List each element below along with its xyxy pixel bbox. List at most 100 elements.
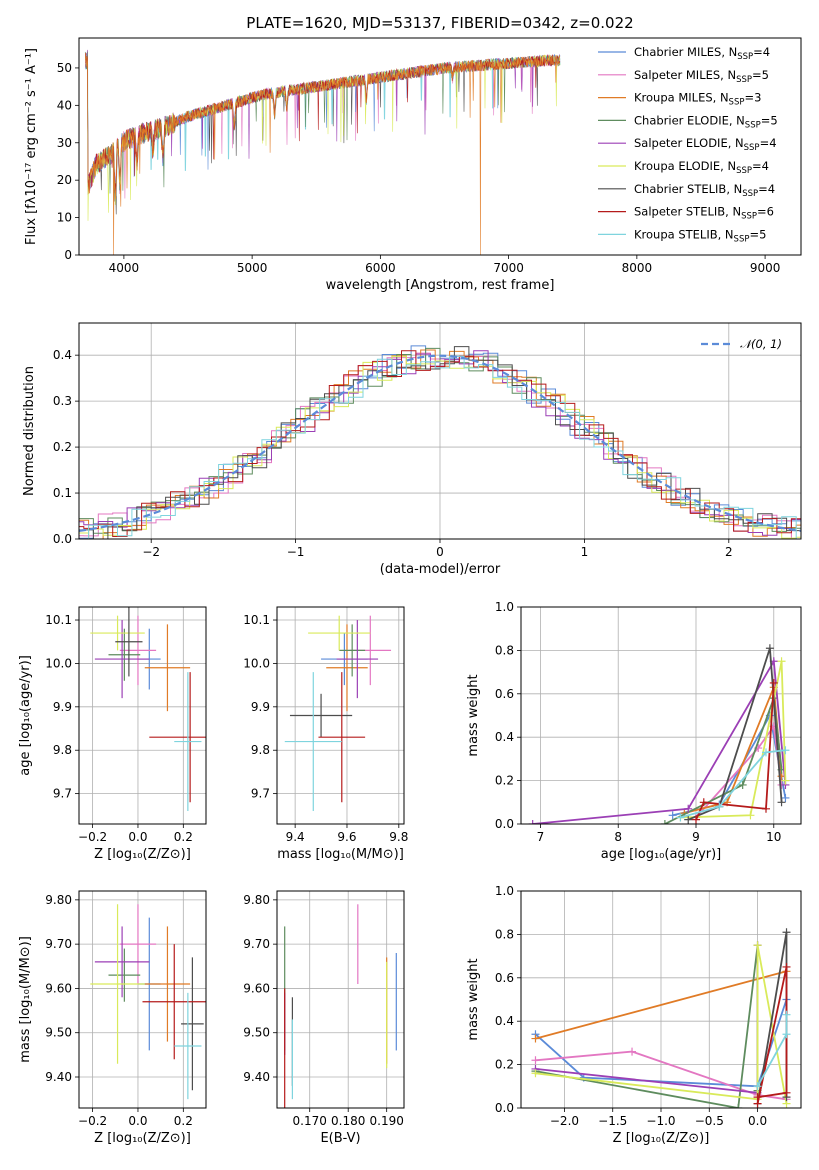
y-tick-label: 0.3	[53, 394, 72, 408]
y-tick-label: 20	[57, 173, 72, 187]
weight-marker	[753, 941, 762, 950]
weight-marker	[734, 1104, 743, 1108]
x-tick-label: −0.5	[695, 1114, 724, 1128]
plot-area	[79, 345, 801, 539]
y-tick-label: 9.8	[251, 743, 270, 757]
weight-marker	[781, 746, 790, 755]
histogram-step	[79, 349, 801, 539]
y-tick-label: 9.50	[45, 1026, 72, 1040]
weight-marker	[684, 804, 693, 813]
y-tick-label: 0.4	[53, 348, 72, 362]
y-tick-label: 0.4	[495, 1014, 514, 1028]
weight-marker	[528, 820, 537, 824]
y-tick-label: 9.9	[251, 700, 270, 714]
y-tick-label: 9.60	[45, 981, 72, 995]
legend-entry: 𝒩(0, 1)	[740, 337, 782, 351]
x-tick-label: 0.2	[174, 830, 193, 844]
legend-entry: Kroupa STELIB, NSSP=5	[634, 227, 766, 244]
histogram-step	[79, 355, 801, 539]
x-axis-label: mass [log₁₀(M/M⊙)]	[277, 847, 404, 862]
weight-series-line	[680, 749, 786, 819]
legend-entry: Salpeter ELODIE, NSSP=4	[634, 136, 777, 153]
weight-series-line	[535, 945, 788, 1104]
axes-frame	[78, 322, 802, 540]
y-tick-label: 0.2	[53, 440, 72, 454]
x-axis-label: (data-model)/error	[380, 562, 501, 577]
grid	[521, 606, 801, 825]
y-tick-label: 9.70	[45, 937, 72, 951]
y-tick-label: 0.0	[495, 817, 514, 831]
weight-marker	[531, 1056, 540, 1065]
plot-area	[531, 928, 791, 1108]
panel-weight_vs_Z: −2.0 −1.5 −1.0 −0.5 0.0 0.0 0.2 0.4 0.6 0.8 1.0 Z […	[466, 884, 802, 1146]
y-tick-label: 9.80	[45, 893, 72, 907]
legend-entry: Chabrier ELODIE, NSSP=5	[634, 113, 778, 130]
y-tick-label: 9.8	[53, 743, 72, 757]
y-tick-label: 9.50	[243, 1026, 270, 1040]
plot-area	[84, 49, 561, 255]
weight-series-line	[535, 970, 787, 1040]
y-tick-label: 9.80	[243, 893, 270, 907]
weight-marker	[692, 815, 700, 824]
y-axis-label: Flux [fλ10⁻¹⁷ erg cm⁻² s⁻¹ A⁻¹]	[24, 48, 39, 245]
weight-series-line	[535, 1050, 787, 1101]
y-axis-label: mass weight	[466, 674, 481, 756]
y-tick-label: 0.2	[495, 774, 514, 788]
plot-area	[90, 607, 206, 811]
axes-frame	[78, 890, 207, 1109]
weight-marker	[676, 813, 685, 822]
weight-marker	[782, 1010, 791, 1019]
x-tick-label: −2	[142, 545, 160, 559]
weight-marker	[762, 748, 770, 757]
axes-frame	[78, 606, 207, 825]
y-tick-label: 9.7	[53, 787, 72, 801]
weight-marker	[765, 644, 774, 653]
plot-area	[284, 904, 397, 1108]
x-tick-label: 0.170	[293, 1114, 327, 1128]
y-tick-label: 0	[64, 248, 72, 262]
weight-marker	[684, 815, 693, 824]
x-axis-label: Z [log₁₀(Z/Z⊙)]	[94, 1131, 191, 1146]
legend: Chabrier MILES, NSSP=4 Salpeter MILES, NS…	[598, 45, 778, 244]
panel-histogram: −2 −1 0 1 2 0.0 0.1 0.2 0.3 0.4 (data-model)/error…	[22, 322, 802, 577]
weight-marker	[753, 1082, 762, 1091]
x-tick-label: −1.5	[598, 1114, 627, 1128]
weight-series-line	[680, 661, 787, 819]
weight-series-line	[535, 945, 759, 1094]
x-tick-label: −2.0	[550, 1114, 579, 1128]
y-tick-label: 9.40	[243, 1070, 270, 1084]
x-tick-label: 1	[581, 545, 589, 559]
y-tick-label: 1.0	[495, 884, 514, 898]
y-tick-label: 0.2	[495, 1058, 514, 1072]
y-tick-label: 9.7	[251, 787, 270, 801]
panel-mass_vs_ebv: 0.170 0.180 0.190 9.40 9.50 9.60 9.70 9.80 E(B-V…	[243, 890, 405, 1146]
panel-weight_vs_age: 7 8 9 10 0.0 0.2 0.4 0.6 0.8 1.0 age [log₁₀(age/yr…	[466, 600, 802, 862]
x-tick-label: −1.0	[646, 1114, 675, 1128]
x-tick-label: 8	[614, 830, 622, 844]
x-tick-label: 0.0	[128, 830, 147, 844]
y-tick-label: 30	[57, 136, 72, 150]
weight-marker	[762, 804, 770, 813]
weight-marker	[782, 1030, 791, 1039]
x-tick-label: 7000	[493, 261, 524, 275]
y-tick-label: 9.40	[45, 1070, 72, 1084]
x-tick-label: −1	[287, 545, 305, 559]
panel-mass_vs_Z: −0.2 0.0 0.2 9.40 9.50 9.60 9.70 9.80 Z [log₁₀(Z…	[18, 890, 207, 1146]
panel-age_vs_mass: 9.4 9.6 9.8 9.7 9.8 9.9 10.0 10.1 mass [log₁₀(M/…	[243, 606, 408, 862]
weight-series-line	[695, 682, 775, 821]
weight-series-line	[687, 647, 783, 821]
x-tick-label: 8000	[622, 261, 653, 275]
x-tick-label: 2	[725, 545, 733, 559]
y-tick-label: 50	[57, 61, 72, 75]
x-axis-label: Z [log₁₀(Z/Z⊙)]	[613, 1131, 710, 1146]
weight-marker	[769, 678, 778, 687]
panel-spectrum: 4000 5000 6000 7000 8000 9000 0 10 20 30 40 50 wavel…	[24, 37, 802, 293]
figure-title: PLATE=1620, MJD=53137, FIBERID=0342, z=0…	[246, 14, 633, 32]
y-tick-label: 0.6	[495, 971, 514, 985]
weight-marker	[746, 811, 755, 820]
plot-area	[90, 904, 206, 1100]
x-tick-label: 7	[537, 830, 545, 844]
x-tick-label: 9	[692, 830, 700, 844]
weight-marker	[531, 1034, 540, 1043]
